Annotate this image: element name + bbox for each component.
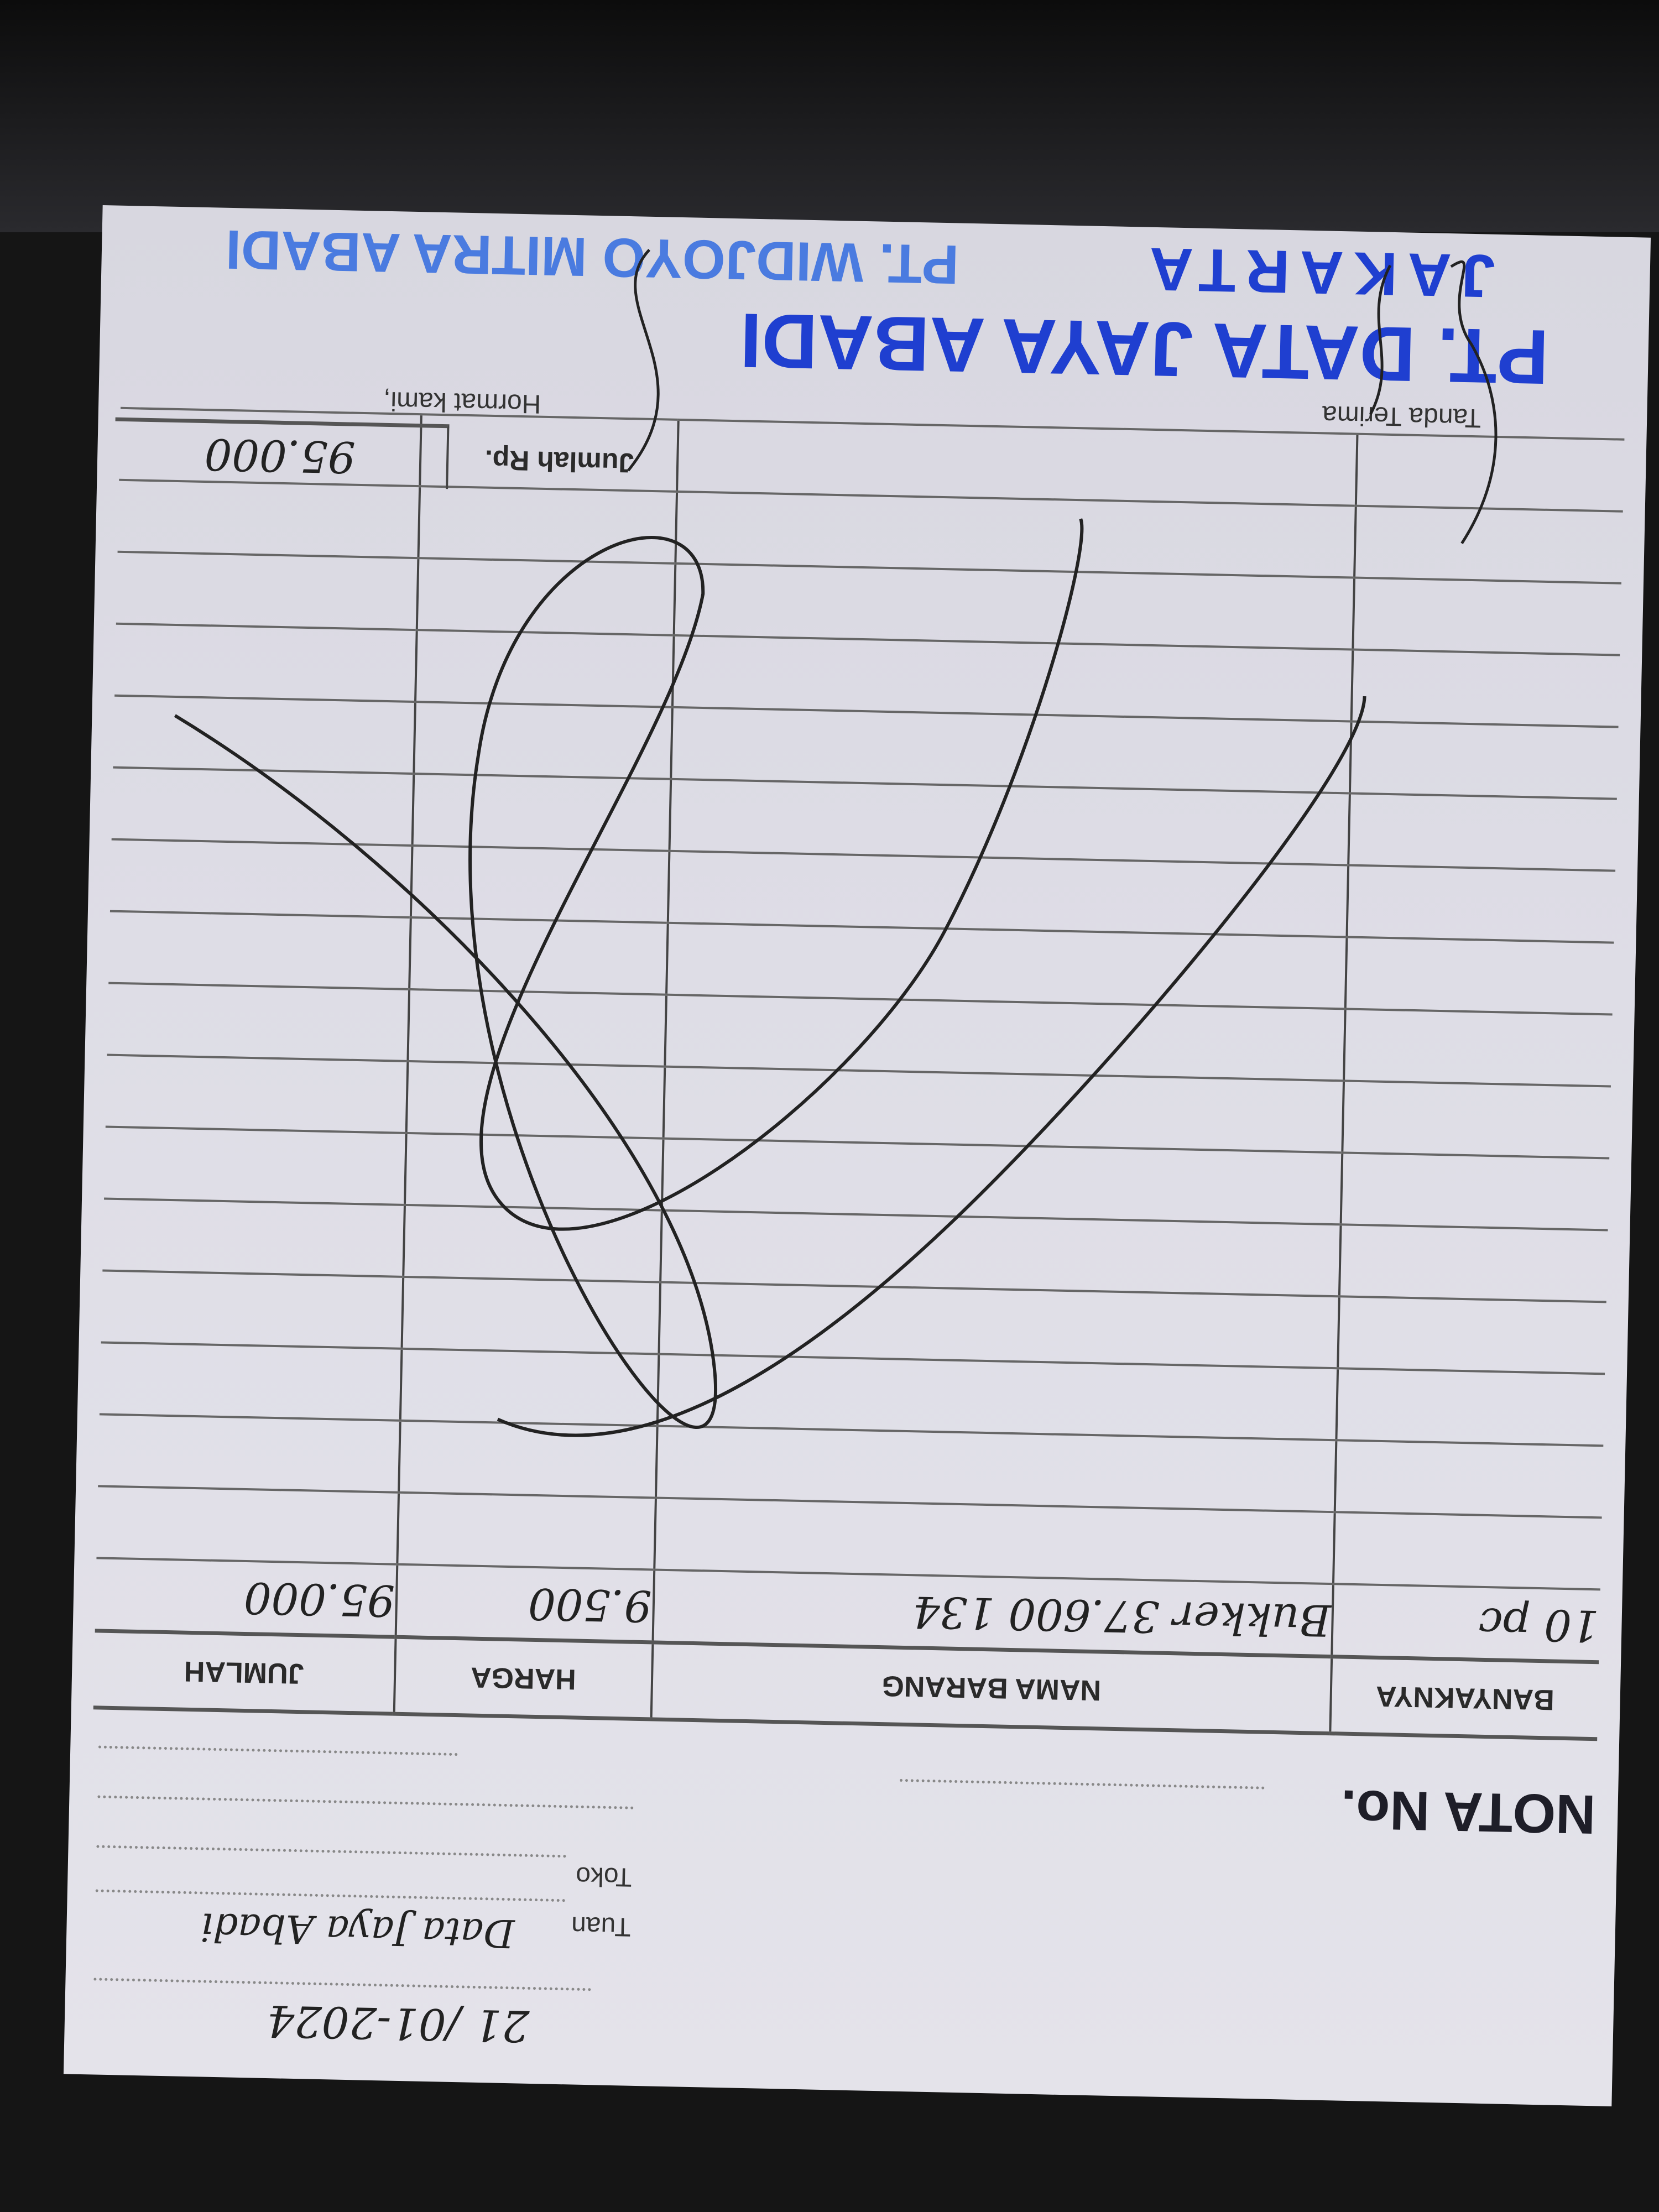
cancel-strokes bbox=[174, 518, 1366, 1437]
receipt-photo: 21 /01-2024 Tuan Data Jaya Abadi Toko NO… bbox=[63, 205, 1651, 2106]
cancel-stroke bbox=[497, 696, 1366, 1437]
background-shadow bbox=[0, 0, 1659, 232]
cancel-stroke bbox=[174, 518, 1084, 1429]
signature bbox=[627, 249, 1498, 545]
